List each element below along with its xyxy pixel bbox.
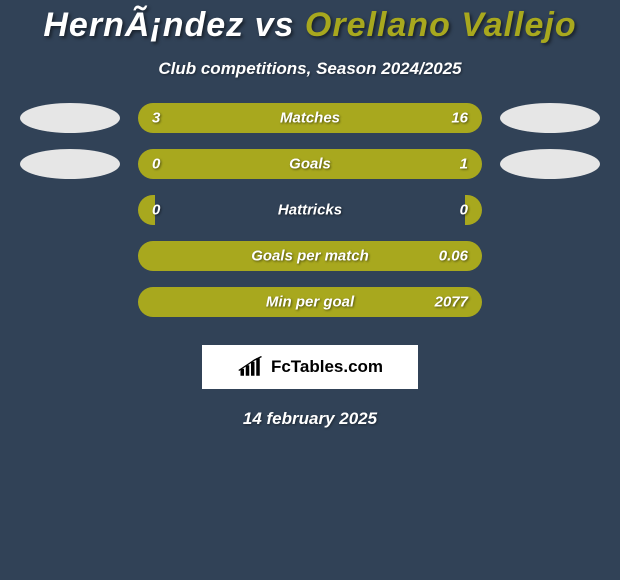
stat-label: Goals per match [251, 248, 369, 265]
stat-row: 3 16 Matches [0, 103, 620, 133]
stat-row: 2077 Min per goal [0, 287, 620, 317]
stat-label: Hattricks [278, 202, 342, 219]
stat-bar: 0 0 Hattricks [138, 195, 482, 225]
title-player-right: Orellano Vallejo [305, 6, 577, 44]
stat-row: 0.06 Goals per match [0, 241, 620, 271]
date: 14 february 2025 [0, 409, 620, 429]
player-right-marker [500, 149, 600, 179]
stat-bar: 3 16 Matches [138, 103, 482, 133]
stat-value-right: 0.06 [439, 248, 468, 265]
stat-value-right: 2077 [435, 294, 468, 311]
stat-label: Matches [280, 110, 340, 127]
player-left-marker [20, 149, 120, 179]
stat-value-left: 0 [152, 156, 160, 173]
stat-row: 0 1 Goals [0, 149, 620, 179]
stat-value-right: 0 [460, 202, 468, 219]
title-vs: vs [255, 6, 295, 44]
stat-value-right: 1 [460, 156, 468, 173]
bar-chart-icon [237, 356, 265, 378]
bar-fill-right [200, 103, 482, 133]
stat-label: Goals [289, 156, 331, 173]
stat-bar: 0 1 Goals [138, 149, 482, 179]
stat-row: 0 0 Hattricks [0, 195, 620, 225]
player-right-marker [500, 103, 600, 133]
stat-value-left: 0 [152, 202, 160, 219]
stat-label: Min per goal [266, 294, 354, 311]
bar-fill-left [138, 103, 200, 133]
stat-value-left: 3 [152, 110, 160, 127]
logo-text: FcTables.com [271, 357, 383, 377]
stat-value-right: 16 [451, 110, 468, 127]
logo: FcTables.com [202, 345, 418, 389]
player-left-marker [20, 103, 120, 133]
subtitle: Club competitions, Season 2024/2025 [0, 59, 620, 79]
stat-bar: 2077 Min per goal [138, 287, 482, 317]
stat-bar: 0.06 Goals per match [138, 241, 482, 271]
page-title: HernÃ¡ndez vs Orellano Vallejo [0, 0, 620, 45]
title-player-left: HernÃ¡ndez [43, 6, 244, 44]
